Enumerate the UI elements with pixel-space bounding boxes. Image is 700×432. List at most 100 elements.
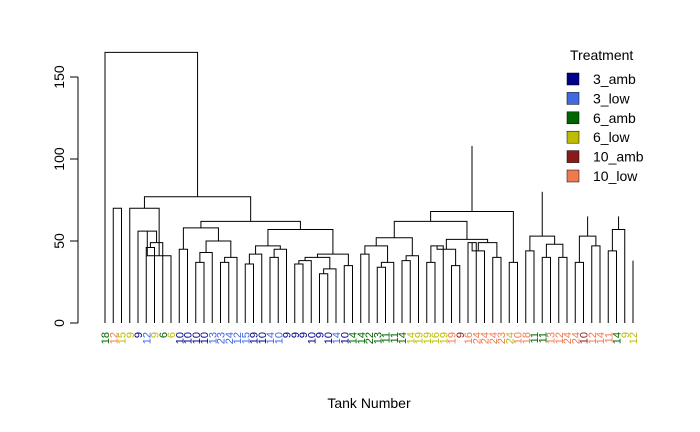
dendrogram-merge [304, 256, 331, 269]
dendrogram-merge [451, 265, 461, 323]
leaf-label: 23 [216, 332, 228, 344]
dendrogram-merge [508, 261, 518, 323]
legend-label: 10_amb [593, 149, 644, 165]
leaf-label: 13 [546, 332, 558, 344]
leaf-label: 10 [183, 332, 195, 344]
dendrogram-merge [267, 229, 334, 255]
dendrogram-merge [319, 273, 329, 323]
leaf-label: 9 [133, 332, 145, 338]
y-tick-label: 100 [51, 147, 67, 171]
legend-swatch [566, 72, 580, 86]
dendrogram-merge [525, 250, 535, 323]
legend: Treatment 3_amb 3_low 6_amb 6_low 10_amb 10_l… [566, 47, 644, 184]
leaf-label: 14 [397, 332, 409, 344]
leaf-label: 9 [620, 332, 632, 338]
leaf-label: 9 [455, 332, 467, 338]
dendrogram-merge [578, 235, 597, 263]
y-tick-label: 50 [51, 233, 67, 249]
dendrogram-merge [541, 256, 551, 323]
dendrogram-merge [607, 250, 617, 323]
dendrogram-merge [149, 242, 164, 323]
dendrogram-merge [205, 240, 232, 258]
leaf-label: 24 [562, 332, 574, 344]
leaf-label: 13 [207, 332, 219, 344]
leaf-label: 24 [488, 332, 500, 344]
leaf-label: 10 [579, 332, 591, 344]
dendrogram-merge [430, 245, 444, 323]
dendrogram-merge [529, 235, 556, 251]
leaf-label: 12 [232, 332, 244, 344]
dendrogram-merge [104, 51, 199, 323]
leaf-label: 18 [521, 332, 533, 344]
dendrogram-merge [401, 260, 411, 323]
dendrogram-merge [199, 251, 213, 323]
dendrogram-merge [112, 207, 122, 323]
leaf-label: 14 [348, 332, 360, 344]
dendrogram-merge [323, 268, 337, 323]
legend-label: 3_low [593, 90, 630, 106]
dendrogram-merge [360, 253, 370, 323]
leaf-label: 10 [257, 332, 269, 344]
dendrogram-merge [545, 243, 564, 258]
x-axis-label: Tank Number [327, 395, 411, 411]
dendrogram-merge [294, 263, 304, 323]
dendrogram-branches [104, 51, 634, 323]
leaf-label: 15 [240, 332, 252, 344]
leaf-label: 10 [199, 332, 211, 344]
leaf-label: 11 [537, 332, 549, 343]
legend-title: Treatment [570, 47, 633, 63]
leaf-label: 19 [438, 332, 450, 344]
leaf-label: 10 [339, 332, 351, 344]
leaf-label: 6 [166, 332, 178, 338]
leaf-label: 11 [389, 332, 401, 343]
dendrogram-merge [375, 237, 413, 256]
leaf-label: 10 [191, 332, 203, 344]
dendrogram-merge [376, 266, 386, 323]
y-tick-label: 0 [51, 319, 67, 327]
leaf-label: 14 [612, 332, 624, 344]
dendrogram-merge [477, 242, 498, 258]
dendrogram-merge [182, 227, 219, 250]
leaf-label: 10 [174, 332, 186, 344]
leaf-label: 16 [463, 332, 475, 344]
dendrogram-merge [195, 261, 205, 323]
leaf-label: 19 [447, 332, 459, 344]
leaf-label: 9 [282, 332, 294, 338]
leaf-label: 12 [108, 332, 120, 344]
dendrogram-merge [591, 245, 601, 323]
dendrogram-merge [255, 245, 281, 255]
legend-swatch [566, 130, 580, 144]
leaf-label: 11 [603, 332, 615, 343]
leaf-label: 11 [381, 332, 393, 343]
dendrogram-merge [224, 256, 238, 323]
dendrogram-merge [244, 263, 254, 323]
legend-swatch [566, 150, 580, 163]
leaf-label: 19 [249, 332, 261, 344]
leaf-labels: 1812159912966101010101323241215191014109… [100, 332, 640, 344]
dendrogram-merge [343, 265, 353, 323]
leaf-label: 23 [496, 332, 508, 344]
dendrogram-merge [492, 256, 502, 323]
dendrogram-merge [380, 261, 395, 323]
leaf-label: 12 [554, 332, 566, 344]
leaf-label: 15 [117, 332, 129, 344]
legend-label: 3_amb [593, 71, 636, 87]
leaf-label: 13 [372, 332, 384, 344]
legend-swatch [566, 169, 580, 183]
dendrogram-merge [145, 247, 155, 323]
legend-label: 6_amb [593, 110, 636, 126]
y-axis: 0 50 100 150 [51, 65, 79, 327]
dendrogram-merge [316, 253, 349, 266]
leaf-label: 10 [513, 332, 525, 344]
leaf-label: 14 [265, 332, 277, 344]
dendrogram-merge [143, 196, 252, 222]
legend-label: 6_low [593, 129, 630, 145]
leaf-label: 24 [570, 332, 582, 344]
legend-swatch [566, 111, 580, 125]
leaf-label: 14 [405, 332, 417, 344]
leaf-label: 14 [595, 332, 607, 344]
leaf-label: 9 [150, 332, 162, 338]
leaf-label: 11 [529, 332, 541, 343]
dendrogram-merge [178, 248, 188, 323]
